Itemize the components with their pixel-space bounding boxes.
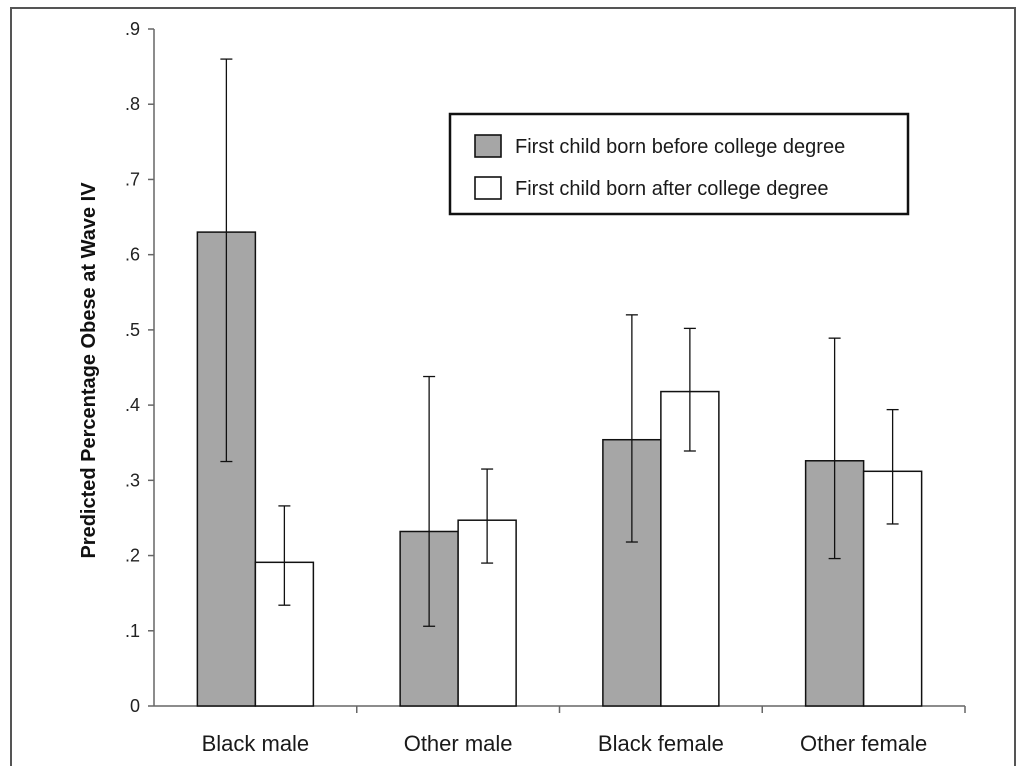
bar: [862, 470, 923, 707]
y-tick-label: .2: [125, 546, 140, 566]
y-tick-label: 0: [130, 696, 140, 716]
legend-box: [448, 112, 910, 216]
bars: [196, 231, 923, 707]
y-tick-label: .4: [125, 395, 140, 415]
error-bars: [220, 58, 899, 627]
y-tick-label: .8: [125, 94, 140, 114]
legend: First child born before college degree F…: [448, 112, 910, 216]
y-ticks: 0 .1 .2 .3 .4 .5 .6 .7 .8 .9: [125, 19, 154, 716]
legend-label-before: First child born before college degree: [515, 136, 845, 158]
legend-label-after: First child born after college degree: [515, 178, 829, 200]
y-axis-label: Predicted Percentage Obese at Wave IV: [78, 182, 100, 559]
x-category-label: Black male: [202, 731, 310, 756]
y-tick-label: .7: [125, 169, 140, 189]
x-category-labels: Black male Other male Black female Other fe…: [202, 731, 928, 756]
y-tick-label: .5: [125, 320, 140, 340]
chart-frame: [10, 7, 1016, 766]
x-category-label: Other female: [800, 731, 927, 756]
y-tick-label: .9: [125, 19, 140, 39]
legend-swatch-before: [474, 134, 502, 158]
y-tick-label: .6: [125, 245, 140, 265]
x-category-label: Other male: [404, 731, 513, 756]
y-tick-label: .3: [125, 470, 140, 490]
y-tick-label: .1: [125, 621, 140, 641]
x-category-label: Black female: [598, 731, 724, 756]
legend-swatch-after: [474, 176, 502, 200]
